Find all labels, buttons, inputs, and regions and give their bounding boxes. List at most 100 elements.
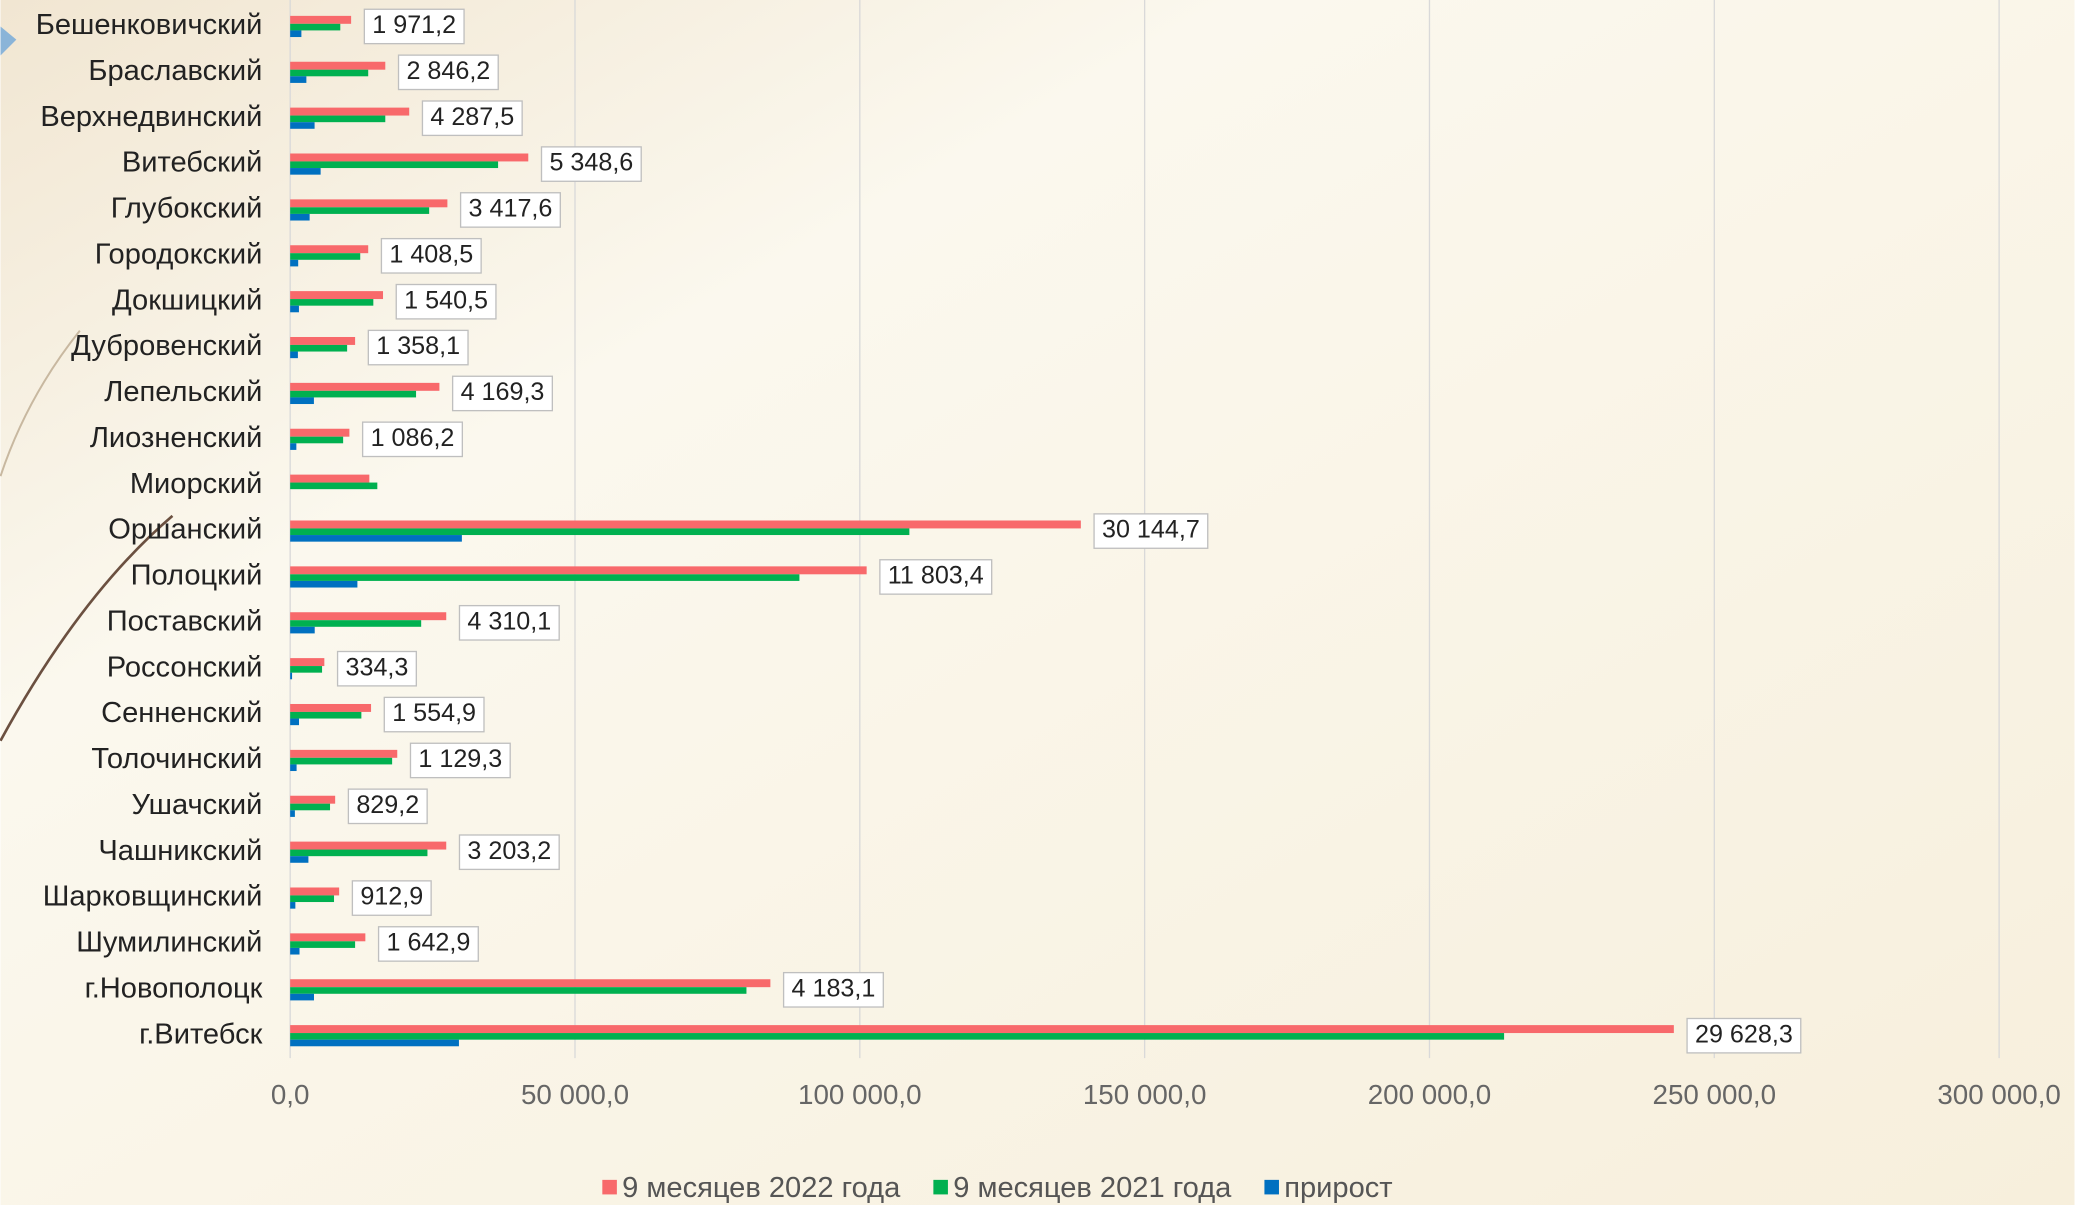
bar — [290, 612, 447, 621]
bar — [290, 658, 325, 667]
bar — [290, 795, 336, 804]
bar — [290, 443, 297, 450]
y-tick-label: Браславский — [88, 55, 262, 87]
legend-label: 9 месяцев 2021 года — [953, 1172, 1232, 1204]
bar — [290, 947, 300, 955]
data-label-box — [540, 146, 642, 182]
bar — [290, 933, 366, 942]
bar — [290, 580, 358, 588]
bar — [290, 199, 448, 208]
data-label-box — [347, 788, 428, 825]
data-label-box — [1686, 1017, 1802, 1054]
data-label-text: 30 144,7 — [1102, 516, 1200, 544]
bar — [290, 666, 323, 673]
bar — [290, 672, 293, 680]
y-tick-label: Дубровенский — [71, 330, 262, 362]
bar — [290, 344, 348, 352]
bar — [290, 291, 384, 300]
data-label: 1 129,3 — [409, 742, 511, 779]
data-label: 3 203,2 — [458, 834, 560, 871]
bar — [290, 764, 297, 772]
bar — [290, 566, 867, 575]
data-label-text: 4 310,1 — [467, 607, 551, 635]
bar — [290, 849, 428, 857]
bar — [290, 161, 499, 169]
data-label-box — [458, 834, 560, 871]
bar — [290, 993, 314, 1001]
y-tick-label: Сенненский — [101, 697, 262, 729]
decor-curve — [0, 514, 174, 742]
data-label: 1 408,5 — [380, 237, 482, 274]
data-label: 30 144,7 — [1093, 513, 1209, 549]
data-label: 11 803,4 — [879, 559, 993, 595]
x-tick-label: 150 000,0 — [1083, 1079, 1207, 1110]
data-label: 3 417,6 — [459, 192, 561, 228]
data-label-text: 11 803,4 — [888, 562, 984, 590]
data-label: 29 628,3 — [1686, 1017, 1802, 1054]
data-label: 1 540,5 — [395, 283, 497, 320]
data-label-box — [363, 8, 465, 45]
data-label-box — [879, 559, 993, 595]
data-label-text: 5 348,6 — [549, 149, 633, 177]
x-tick-label: 100 000,0 — [798, 1079, 922, 1110]
bar — [290, 245, 369, 254]
y-tick-label: Россонский — [107, 651, 263, 683]
y-tick-label: Шумилинский — [76, 927, 262, 959]
data-label-box — [1093, 513, 1209, 549]
data-label-text: 1 554,9 — [392, 699, 476, 727]
legend-label: 9 месяцев 2022 года — [622, 1172, 901, 1204]
bar — [290, 76, 307, 83]
y-tick-label: Чашникский — [98, 835, 262, 867]
data-label: 4 287,5 — [421, 100, 523, 137]
bar — [290, 153, 529, 162]
y-tick-label: г.Новополоцк — [85, 973, 263, 1005]
data-label-text: 1 408,5 — [389, 240, 473, 268]
y-tick-label: Толочинский — [91, 743, 262, 775]
bar — [290, 69, 369, 77]
bar — [290, 115, 386, 123]
data-label-text: 2 846,2 — [406, 57, 490, 85]
decor-arrow — [0, 26, 17, 56]
y-tick-label: г.Витебск — [139, 1018, 262, 1050]
x-tick-label: 200 000,0 — [1368, 1079, 1492, 1110]
data-label-box — [782, 971, 884, 1008]
x-tick-label: 250 000,0 — [1653, 1079, 1777, 1110]
data-label: 4 310,1 — [458, 604, 560, 641]
bar — [290, 711, 362, 719]
legend-swatch — [933, 1179, 948, 1195]
data-label: 1 554,9 — [383, 696, 485, 733]
data-label-text: 4 183,1 — [792, 974, 876, 1002]
data-label-text: 4 287,5 — [430, 103, 514, 131]
bar — [290, 887, 340, 896]
bar — [290, 390, 417, 398]
bar — [290, 428, 350, 437]
data-label-box — [380, 237, 482, 274]
bar — [290, 213, 310, 221]
data-label-text: 29 628,3 — [1695, 1020, 1793, 1048]
bar — [290, 351, 298, 359]
bar — [290, 1039, 459, 1047]
data-label-text: 3 417,6 — [469, 195, 553, 223]
bar — [290, 1033, 1505, 1040]
y-tick-label: Витебский — [122, 147, 263, 179]
legend-swatch — [1264, 1179, 1279, 1195]
data-label-box — [395, 283, 497, 320]
data-label: 334,3 — [336, 650, 417, 687]
bar — [290, 535, 462, 542]
data-label-text: 1 971,2 — [372, 11, 456, 39]
data-label: 829,2 — [347, 788, 428, 825]
data-label-box — [336, 650, 417, 687]
bar — [290, 474, 370, 483]
y-tick-label: Докшицкий — [112, 284, 262, 316]
legend-swatch — [602, 1179, 617, 1195]
data-label: 1 086,2 — [361, 421, 463, 458]
y-tick-label: Миорский — [130, 468, 263, 500]
data-label-box — [458, 604, 560, 641]
y-tick-label: Оршанский — [108, 514, 262, 546]
bar — [290, 757, 393, 765]
bar — [290, 902, 296, 909]
bar — [290, 620, 422, 627]
data-label-box — [351, 880, 432, 916]
decor-curve — [0, 330, 81, 477]
